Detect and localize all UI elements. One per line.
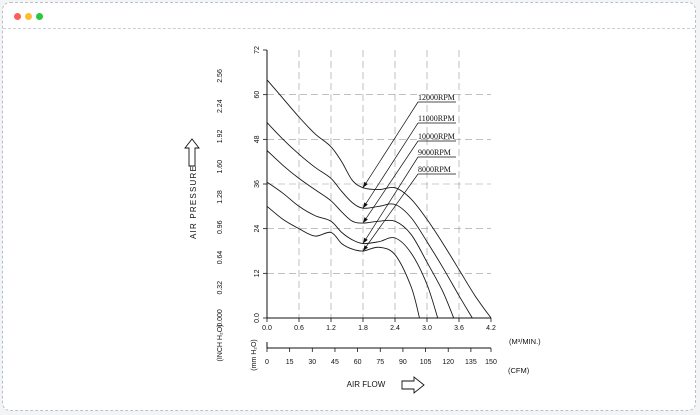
cfm-tick-label: 75 [376,359,384,366]
y-tick-label-mmh2o: 36 [254,180,261,188]
y-tick-label-inchh2o: 1.92 [217,130,224,144]
zoom-button-icon[interactable] [36,13,43,20]
title-bar [3,3,695,29]
minimize-button-icon[interactable] [25,13,32,20]
y-tick-label-mmh2o: 0.0 [254,313,261,323]
m3min-unit-label: (M³/MIN.) [509,337,541,346]
inchh2o-unit-label: (INCH H₂O) [217,325,224,362]
x-tick-label-m3min: 3.0 [422,325,432,332]
y-tick-label-mmh2o: 72 [254,46,261,54]
series-leader-line [362,122,419,209]
series-label-12000rpm: 12000RPM [418,93,455,102]
cfm-tick-label: 135 [465,359,477,366]
x-tick-label-m3min: 3.6 [454,325,464,332]
close-button-icon[interactable] [14,13,21,20]
x-tick-label-m3min: 0.6 [294,325,304,332]
y-tick-label-mmh2o: 24 [254,225,261,233]
y-tick-label-mmh2o: 48 [254,135,261,143]
cfm-tick-label: 15 [286,359,294,366]
x-tick-label-m3min: 1.8 [358,325,368,332]
y-axis-title: AIR PRESSURE [189,165,198,239]
y-tick-label-mmh2o: 60 [254,91,261,99]
y-tick-label-inchh2o: 2.24 [217,99,224,113]
y-tick-label-mmh2o: 12 [254,269,261,277]
series-label-10000rpm: 10000RPM [418,132,455,141]
series-label-11000rpm: 11000RPM [418,114,455,123]
series-line-11000rpm [266,122,473,319]
window-frame [2,2,696,411]
x-tick-label-m3min: 2.4 [390,325,400,332]
cfm-tick-label: 105 [420,359,432,366]
cfm-tick-label: 90 [399,359,407,366]
cfm-tick-label: 0 [265,359,269,366]
cfm-tick-label: 120 [442,359,454,366]
mmh2o-unit-label: (mm H₂O) [251,339,258,371]
series-leader-line [362,101,419,188]
y-tick-label-inchh2o: 0.64 [217,251,224,265]
series-line-9000rpm [266,181,439,319]
y-tick-label-inchh2o: 0.000 [217,309,224,327]
cfm-tick-label: 150 [485,359,497,366]
series-label-9000rpm: 9000RPM [418,148,451,157]
x-tick-label-m3min: 4.2 [486,325,496,332]
x-tick-label-m3min: 1.2 [326,325,336,332]
arrowhead-icon [363,181,368,188]
x-axis-title: AIR FLOW [347,380,386,389]
cfm-unit-label: (CFM) [508,366,530,375]
arrowhead-icon [363,237,368,244]
series-label-8000rpm: 8000RPM [418,165,451,174]
x-tick-label-m3min: 0.0 [262,325,272,332]
up-arrow-icon [184,138,200,167]
y-tick-label-inchh2o: 0.96 [217,220,224,234]
series-line-10000rpm [266,150,455,319]
cfm-tick-label: 60 [354,359,362,366]
y-tick-label-inchh2o: 1.28 [217,190,224,204]
y-tick-label-inchh2o: 2.56 [217,69,224,83]
cfm-tick-label: 30 [308,359,316,366]
series-line-8000rpm [266,205,420,319]
y-tick-label-inchh2o: 1.60 [217,160,224,174]
series-leader-line [362,173,419,252]
arrowhead-icon [363,202,368,209]
cfm-tick-label: 45 [331,359,339,366]
right-arrow-icon [401,376,425,394]
y-tick-label-inchh2o: 0.32 [217,281,224,295]
arrowhead-icon [363,217,368,224]
arrowhead-icon [363,245,368,251]
series-leader-line [362,140,419,224]
series-line-12000rpm [266,79,492,319]
series-leader-line [362,156,419,244]
